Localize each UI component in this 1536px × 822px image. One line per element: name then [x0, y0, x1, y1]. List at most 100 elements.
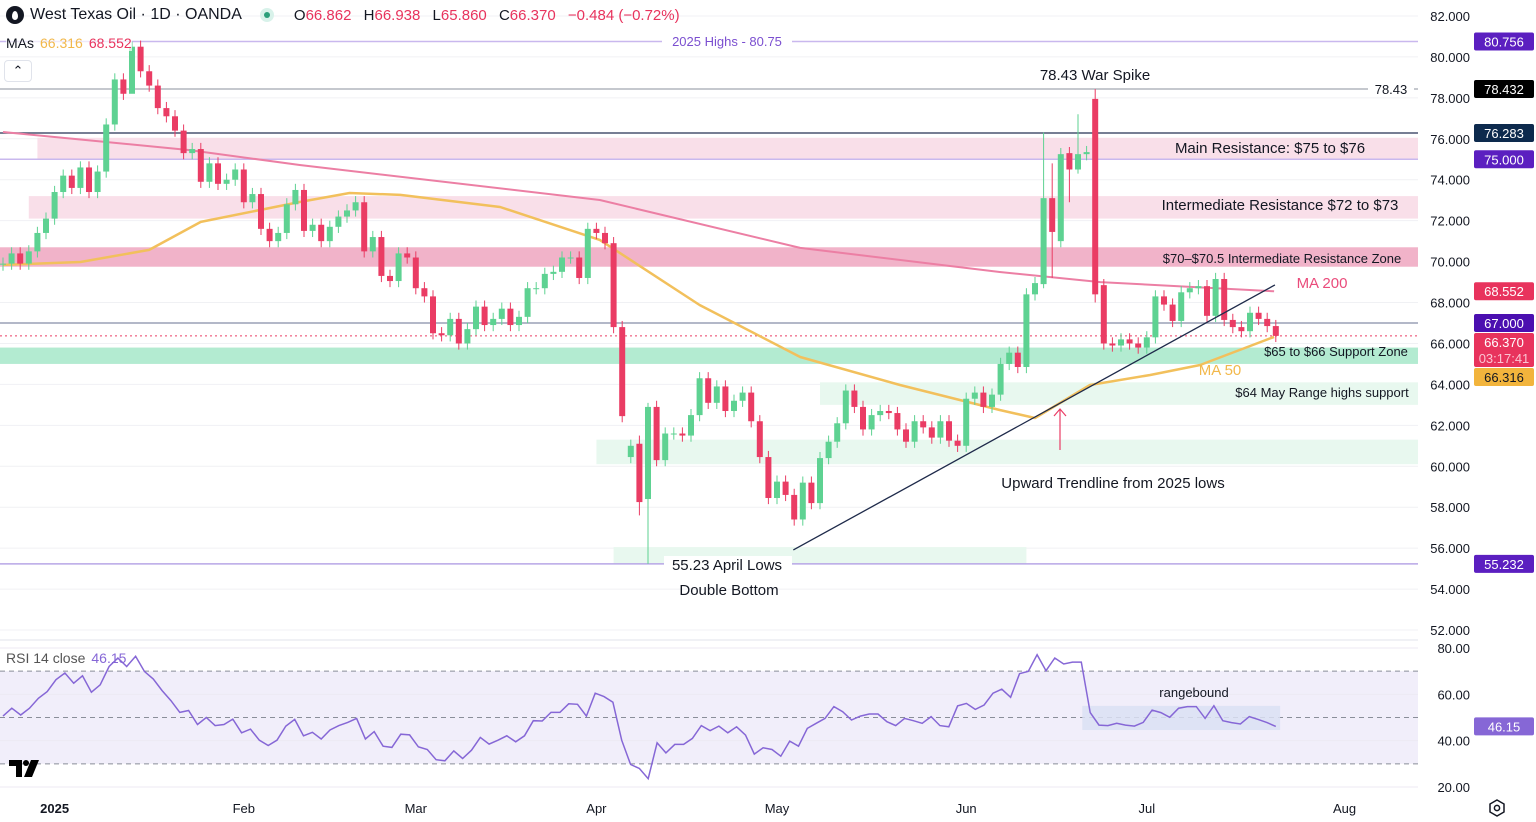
level-price-tag: 78.432 — [1474, 80, 1534, 99]
candle-body — [1014, 352, 1021, 368]
may-range-highs-zone — [820, 382, 1418, 405]
y-tick-label: 76.000 — [1430, 132, 1470, 147]
rangebound-box[interactable] — [1082, 705, 1281, 731]
level-price-tag-text: 78.432 — [1484, 82, 1524, 97]
collapse-legend-button[interactable]: ⌃ — [4, 60, 32, 82]
candle-body — [1006, 352, 1013, 364]
candle — [799, 476, 806, 526]
candle-body — [696, 378, 703, 416]
candle — [17, 247, 24, 270]
trendline[interactable] — [793, 284, 1276, 551]
price-axis[interactable]: 82.000 80.000 78.000 76.000 74.000 72.000 70.0… — [1418, 0, 1536, 795]
intermediate-resistance-label: Intermediate Resistance $72 to $73 — [1162, 197, 1399, 214]
candle — [920, 415, 927, 434]
ma200-price-tag-text: 68.552 — [1484, 284, 1524, 299]
candle-body — [679, 433, 686, 436]
rsi-pane — [0, 647, 1418, 788]
candle — [283, 198, 290, 240]
ma200-line[interactable] — [2, 131, 1275, 293]
candle-body — [352, 202, 359, 211]
symbol-title[interactable]: West Texas Oil · 1D · OANDA — [30, 6, 242, 23]
candle — [584, 222, 591, 285]
rsi-legend[interactable]: RSI 14 close 46.15 — [6, 650, 126, 666]
candle-body — [817, 458, 823, 504]
candle — [1109, 337, 1116, 352]
candle — [1006, 346, 1013, 371]
candle-body — [292, 189, 299, 205]
candle-body — [662, 433, 669, 461]
last-price-tag-text: 66.370 — [1484, 335, 1524, 350]
candle-body — [928, 427, 935, 438]
ma50-line[interactable] — [2, 191, 1275, 420]
candle — [756, 415, 763, 464]
candle-body — [1083, 152, 1090, 155]
candle — [412, 251, 419, 295]
candle-body — [172, 116, 178, 131]
candle — [421, 282, 428, 303]
candle-body — [739, 392, 746, 401]
candle — [1169, 298, 1176, 328]
candle — [911, 415, 918, 448]
market-status-icon[interactable] — [259, 8, 274, 22]
candle — [516, 310, 522, 332]
candle — [163, 101, 170, 123]
candle — [326, 220, 333, 248]
candle — [120, 73, 127, 100]
level-price-tag: 75.000 — [1474, 150, 1534, 169]
candle-body — [1040, 198, 1047, 285]
candle — [524, 282, 531, 323]
candle-body — [111, 79, 118, 125]
tradingview-logo-icon[interactable] — [9, 760, 43, 778]
candle-body — [1178, 292, 1185, 321]
candle-body — [877, 411, 884, 416]
time-axis[interactable]: 2025 Feb Mar Apr May Jun Jul Aug — [40, 801, 1356, 816]
candle-body — [68, 175, 75, 188]
candle-body — [197, 149, 204, 182]
candle — [266, 222, 273, 248]
candle — [1135, 337, 1142, 354]
candle-body — [369, 237, 376, 252]
candle-body — [189, 149, 196, 154]
level-price-tag-text: 55.232 — [1484, 557, 1524, 572]
low-value: 65.860 — [440, 6, 487, 24]
candle-body — [361, 202, 368, 252]
candle — [980, 386, 987, 414]
settings-icon[interactable] — [1488, 799, 1506, 817]
candle-body — [421, 288, 428, 297]
candle-body — [1169, 304, 1176, 321]
candle-body — [249, 194, 256, 203]
candle-body — [602, 232, 608, 244]
ma-legend[interactable]: MAs 66.316 68.552 — [6, 35, 132, 51]
candle — [490, 312, 497, 332]
candle-body — [627, 445, 634, 458]
candle — [1212, 272, 1219, 322]
y-tick-label: 68.000 — [1430, 296, 1470, 311]
candle — [989, 388, 995, 414]
candle-body — [619, 327, 626, 417]
candle-body — [146, 71, 153, 86]
rsi-line[interactable] — [2, 653, 1277, 781]
x-tick-label: Apr — [586, 801, 607, 816]
candle-body — [1229, 319, 1236, 328]
upward-trendline[interactable] — [793, 284, 1276, 551]
candle — [541, 267, 548, 295]
candle-body — [1212, 278, 1219, 316]
level-price-tag-text: 76.283 — [1484, 126, 1524, 141]
support-65-66-zone — [0, 347, 1418, 364]
candle-body — [1272, 326, 1279, 336]
candle — [1255, 306, 1262, 326]
candle — [387, 269, 393, 288]
symbol-header[interactable]: West Texas Oil · 1D · OANDA O66.862 H66.… — [6, 6, 688, 24]
candle — [154, 79, 161, 115]
candle — [860, 400, 866, 436]
candle-body — [593, 228, 600, 233]
candle — [309, 218, 316, 238]
candle — [1092, 89, 1099, 303]
x-tick-label: Jun — [956, 801, 977, 816]
candle-body — [756, 421, 763, 458]
candle-body — [894, 413, 901, 430]
y-tick-label: 54.000 — [1430, 582, 1470, 597]
candle — [619, 320, 626, 423]
